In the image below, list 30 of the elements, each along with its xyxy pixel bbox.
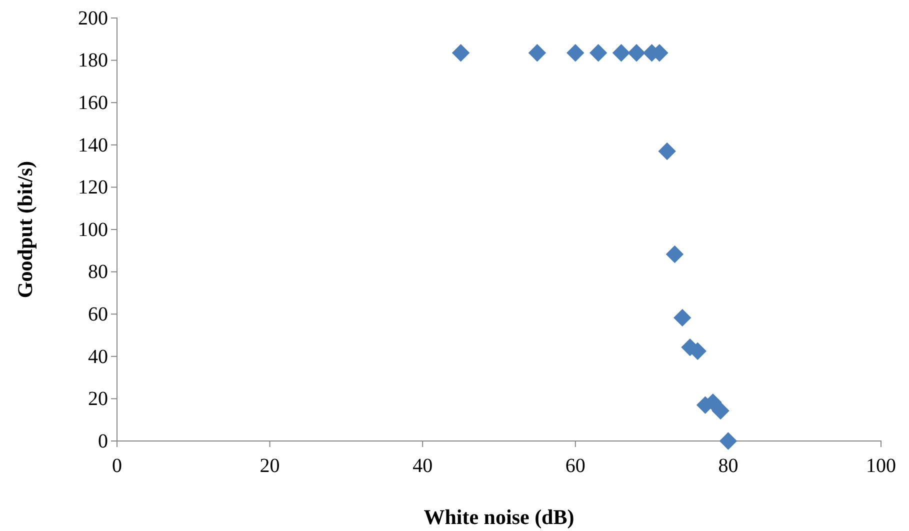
- x-axis-title: White noise (dB): [424, 505, 574, 529]
- y-tick-label: 40: [88, 346, 108, 368]
- x-tick-label: 40: [412, 455, 433, 477]
- y-tick-label: 100: [78, 218, 108, 241]
- point: [712, 402, 730, 420]
- y-tick-label: 60: [88, 304, 108, 326]
- y-tick-label: 20: [88, 388, 108, 410]
- point: [612, 44, 630, 62]
- point: [589, 44, 608, 62]
- y-tick-label: 0: [98, 430, 108, 452]
- point: [528, 44, 546, 62]
- point: [452, 44, 470, 62]
- point: [719, 432, 738, 450]
- point: [674, 308, 692, 327]
- x-tick-label: 100: [866, 455, 896, 477]
- x-tick-label: 20: [260, 455, 280, 477]
- y-tick-label: 200: [78, 7, 108, 30]
- y-axis-title: Goodput (bit/s): [13, 160, 37, 298]
- x-tick-label: 80: [718, 455, 738, 477]
- y-tick-label: 80: [88, 261, 108, 284]
- point: [666, 245, 684, 264]
- point: [658, 142, 676, 160]
- y-tick-label: 120: [78, 176, 108, 199]
- y-tick-label: 180: [78, 50, 108, 72]
- x-tick-label: 60: [565, 455, 586, 477]
- x-tick-label: 0: [112, 455, 122, 477]
- y-tick-label: 140: [78, 134, 108, 156]
- point: [628, 44, 646, 62]
- point: [566, 44, 584, 62]
- y-tick-label: 160: [78, 92, 108, 114]
